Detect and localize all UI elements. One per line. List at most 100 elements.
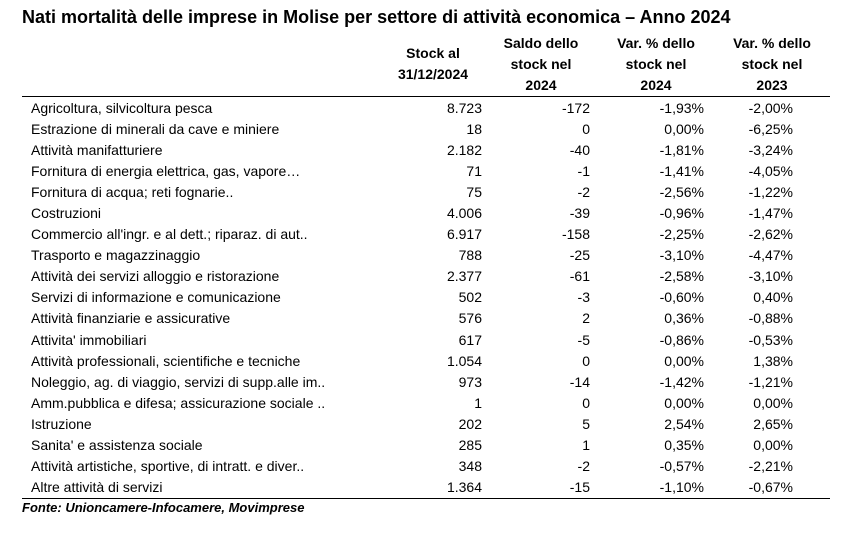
table-row: Attività artistiche, sportive, di intrat… [22,456,830,477]
var-2024-cell: -2,25% [659,226,704,243]
saldo-cell: -40 [569,141,590,158]
table-row: Agricoltura, silvicoltura pesca 8.723 -172… [22,97,830,119]
stock-cell: 6.917 [446,226,482,243]
var-2023-cell: -1,22% [748,183,793,200]
table-row: Altre attività di servizi 1.364 -15 -1,10% -… [22,476,830,499]
stock-cell: 1 [474,394,482,411]
saldo-cell: -172 [561,99,590,116]
var-2023-cell: -3,24% [748,141,793,158]
table-row: Attività finanziarie e assicurative 576 2 0… [22,308,830,329]
saldo-cell: -14 [569,373,590,390]
var-2024-cell: -1,42% [659,373,704,390]
header-saldo: Saldo dello stock nel 2024 [484,32,598,97]
var-2024-cell: -1,10% [598,476,714,499]
var-2023-cell: 0,40% [753,289,793,306]
header-sector [22,32,382,97]
table-row: Istruzione 202 5 2,54% 2,65% [22,413,830,434]
table-row: Attività dei servizi alloggio e ristoraz… [22,266,830,287]
stock-cell: 973 [458,373,482,390]
saldo-cell: 0 [582,394,590,411]
stock-cell: 18 [466,120,482,137]
row-label: Fornitura di acqua; reti fognarie.. [31,183,234,200]
table-row: Fornitura di acqua; reti fognarie.. 75 -2 -… [22,181,830,202]
stock-cell: 1.364 [382,476,484,499]
var-2024-cell: -0,57% [659,458,704,475]
var-2024-cell: -1,41% [659,162,704,179]
row-label: Noleggio, ag. di viaggio, servizi di sup… [31,373,326,390]
table-row: Amm.pubblica e difesa; assicurazione soc… [22,392,830,413]
var-2023-cell: 0,00% [753,394,793,411]
stock-cell: 348 [458,458,482,475]
saldo-cell: -158 [561,226,590,243]
row-label: Attivita' immobiliari [31,331,147,348]
var-2024-cell: -1,93% [659,99,704,116]
saldo-cell: -2 [577,183,590,200]
data-table: Stock al 31/12/2024 Saldo dello stock ne… [22,32,830,499]
var-2023-cell: -2,62% [748,226,793,243]
stock-cell: 75 [466,183,482,200]
var-2024-cell: 0,36% [664,310,704,327]
var-2024-cell: 0,00% [664,352,704,369]
table-row: Servizi di informazione e comunicazione 5… [22,287,830,308]
stock-cell: 788 [458,247,482,264]
row-label: Amm.pubblica e difesa; assicurazione soc… [31,394,326,411]
var-2024-cell: -0,96% [659,205,704,222]
saldo-cell: -3 [577,289,590,306]
var-2023-cell: -2,21% [748,458,793,475]
var-2023-cell: -2,00% [748,99,793,116]
table-row: Attività professionali, scientifiche e t… [22,350,830,371]
table-row: Attivita' immobiliari 617 -5 -0,86% -0,53% [22,329,830,350]
row-label: Trasporto e magazzinaggio [31,247,201,264]
var-2024-cell: -2,56% [659,183,704,200]
saldo-cell: -5 [577,331,590,348]
row-label: Commercio all'ingr. e al dett.; riparaz.… [31,226,308,243]
row-label: Attività dei servizi alloggio e ristoraz… [31,268,280,285]
row-label: Attività finanziarie e assicurative [31,310,231,327]
row-label: Estrazione di minerali da cave e miniere [31,120,280,137]
saldo-cell: -39 [569,205,590,222]
stock-cell: 617 [458,331,482,348]
row-label: Istruzione [31,415,92,432]
stock-cell: 285 [458,437,482,454]
var-2023-cell: -1,21% [748,373,793,390]
stock-cell: 2.377 [446,268,482,285]
row-label: Agricoltura, silvicoltura pesca [31,99,213,116]
saldo-cell: 1 [582,437,590,454]
stock-cell: 1.054 [446,352,482,369]
saldo-cell: -25 [569,247,590,264]
row-label: Attività manifatturiere [31,141,163,158]
table-header: Stock al 31/12/2024 Saldo dello stock ne… [22,32,830,97]
stock-cell: 202 [458,415,482,432]
table-row: Costruzioni 4.006 -39 -0,96% -1,47% [22,202,830,223]
saldo-cell: 5 [582,415,590,432]
saldo-cell: -1 [577,162,590,179]
var-2023-cell: -4,05% [748,162,793,179]
var-2024-cell: -0,60% [659,289,704,306]
var-2023-cell: -0,53% [748,331,793,348]
header-var-2023: Var. % dello stock nel 2023 [714,32,830,97]
table-row: Commercio all'ingr. e al dett.; riparaz.… [22,224,830,245]
table-body: Agricoltura, silvicoltura pesca 8.723 -172… [22,97,830,499]
stock-cell: 8.723 [446,99,482,116]
table-title: Nati mortalità delle imprese in Molise p… [22,7,731,27]
var-2024-cell: -2,58% [659,268,704,285]
header-var-2024: Var. % dello stock nel 2024 [598,32,714,97]
stock-cell: 576 [458,310,482,327]
table-row: Sanita' e assistenza sociale 285 1 0,35% 0,0… [22,435,830,456]
row-label: Attività professionali, scientifiche e t… [31,352,301,369]
header-stock: Stock al 31/12/2024 [382,32,484,97]
stock-cell: 2.182 [446,141,482,158]
table-row: Noleggio, ag. di viaggio, servizi di sup… [22,371,830,392]
saldo-cell: -61 [569,268,590,285]
var-2023-cell: 2,65% [753,415,793,432]
var-2024-cell: 0,00% [664,394,704,411]
var-2023-cell: -1,47% [748,205,793,222]
row-label: Attività artistiche, sportive, di intrat… [31,458,305,475]
var-2024-cell: -1,81% [659,141,704,158]
stock-cell: 71 [466,162,482,179]
row-label: Costruzioni [31,205,102,222]
table-row: Attività manifatturiere 2.182 -40 -1,81% -3,… [22,139,830,160]
table-row: Fornitura di energia elettrica, gas, vap… [22,160,830,181]
var-2024-cell: 0,35% [664,437,704,454]
row-label: Sanita' e assistenza sociale [31,437,203,454]
